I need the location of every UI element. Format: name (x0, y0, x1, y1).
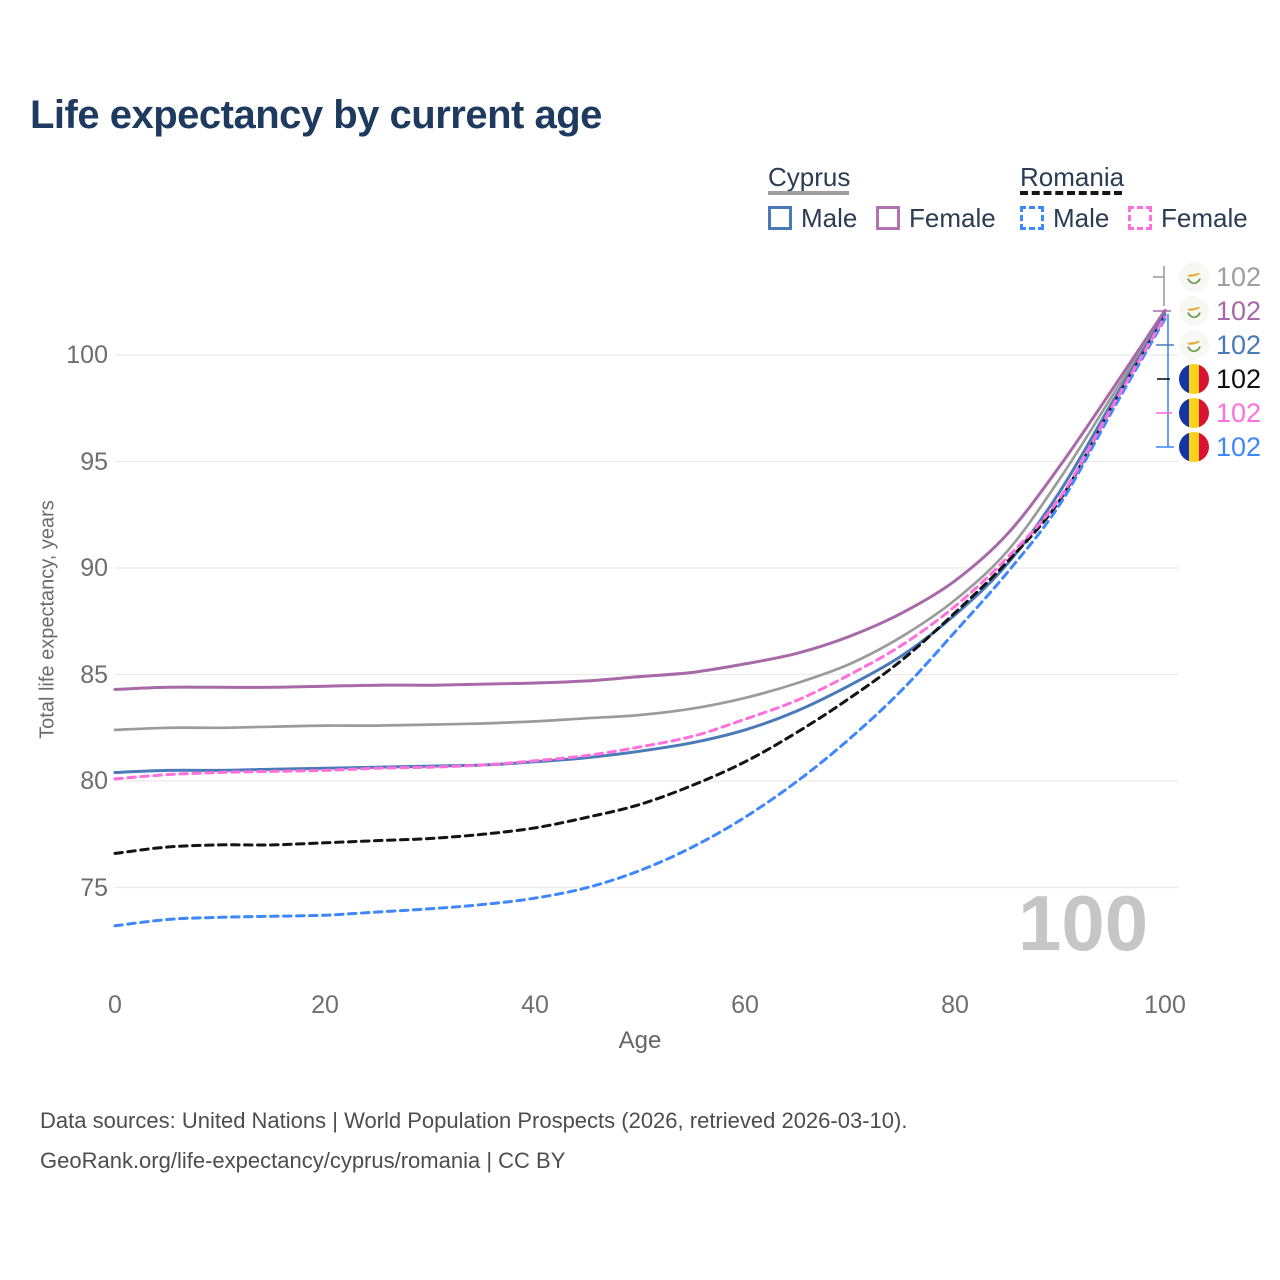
cyprus-flag-icon (1179, 262, 1209, 292)
legend-romania-dashed-line-swatch (1020, 191, 1122, 195)
y-axis-title: Total life expectancy, years (36, 500, 59, 739)
legend-cyprus-male[interactable]: Male (801, 203, 858, 233)
x-tick-label: 0 (108, 991, 122, 1019)
endpoint-value: 102 (1216, 432, 1262, 462)
series-line-cyprus-male[interactable] (113, 313, 1167, 774)
endpoint-value: 102 (1216, 296, 1262, 326)
series-line-romania-both[interactable] (113, 315, 1167, 855)
page-title: Life expectancy by current age (30, 93, 602, 137)
endpoint-label-row: 102 (1179, 296, 1261, 326)
series-line-romania-female[interactable] (113, 315, 1167, 781)
y-tick-label: 100 (66, 341, 108, 369)
endpoint-label-row: 102 (1179, 364, 1261, 394)
x-tick-label: 80 (941, 991, 969, 1019)
cyprus-flag-icon (1179, 330, 1209, 360)
legend-cyprus-solid-line-swatch (768, 191, 849, 195)
legend-romania-male[interactable]: Male (1053, 203, 1110, 233)
data-source-line: Data sources: United Nations | World Pop… (40, 1108, 908, 1133)
y-tick-label: 90 (80, 554, 108, 582)
legend-cyprus-female-swatch[interactable] (876, 206, 900, 230)
legend-romania-male-swatch[interactable] (1020, 206, 1044, 230)
endpoint-label-row: 102 (1179, 262, 1261, 292)
x-tick-label: 100 (1144, 991, 1186, 1019)
romania-flag-icon (1179, 432, 1209, 462)
hovered-age-watermark: 100 (1018, 879, 1149, 967)
y-tick-label: 85 (80, 660, 108, 689)
romania-flag-icon (1179, 398, 1209, 428)
legend-romania-female[interactable]: Female (1161, 203, 1248, 233)
endpoint-value: 102 (1216, 262, 1262, 292)
y-tick-label: 75 (80, 873, 108, 902)
endpoint-label-row: 102 (1179, 398, 1261, 428)
x-tick-label: 60 (731, 991, 759, 1019)
x-axis-title: Age (618, 1027, 662, 1054)
legend-romania-label: Romania (1020, 162, 1125, 192)
legend-country-cyprus[interactable]: Cyprus (768, 162, 850, 193)
attribution-line: GeoRank.org/life-expectancy/cyprus/roman… (40, 1148, 566, 1173)
endpoint-value: 102 (1216, 364, 1262, 394)
legend-cyprus-label: Cyprus (768, 162, 851, 192)
x-tick-label: 20 (311, 991, 339, 1019)
romania-flag-icon (1179, 364, 1209, 394)
series-line-cyprus-female[interactable] (113, 308, 1167, 691)
legend-country-romania[interactable]: Romania (1020, 162, 1124, 193)
legend-cyprus-male-swatch[interactable] (768, 206, 792, 230)
series-line-romania-male[interactable] (113, 317, 1167, 928)
y-tick-label: 95 (80, 447, 108, 476)
legend-cyprus-female[interactable]: Female (909, 203, 996, 233)
legend-romania-female-swatch[interactable] (1128, 206, 1152, 230)
endpoint-label-row: 102 (1179, 432, 1261, 462)
y-tick-label: 80 (80, 767, 108, 795)
cyprus-flag-icon (1179, 296, 1209, 326)
endpoint-label-row: 102 (1179, 330, 1261, 360)
endpoint-value: 102 (1216, 330, 1262, 360)
endpoint-value: 102 (1216, 398, 1262, 428)
x-tick-label: 40 (521, 991, 549, 1019)
series-line-cyprus-both[interactable] (113, 311, 1167, 732)
